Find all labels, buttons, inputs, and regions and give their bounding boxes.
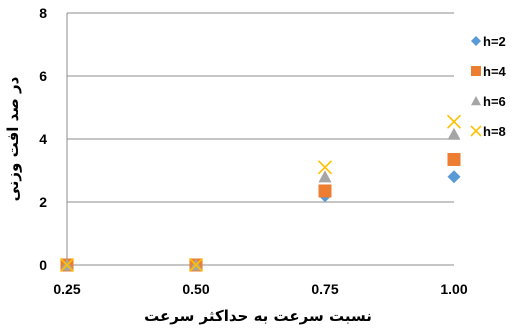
legend-label: h=8 [483,124,506,139]
legend-label: h=6 [483,94,506,109]
legend-marker-h=2 [471,36,481,46]
y-tick-label: 0 [39,257,47,273]
y-tick-label: 8 [39,5,47,21]
x-tick-label: 0.25 [53,281,80,297]
x-marker-stroke [188,257,204,273]
point-h=6-0.75 [318,170,332,183]
x-marker-stroke [59,257,75,273]
point-h=4-1 [447,152,461,166]
point-h=8-0.25 [59,257,75,273]
y-tick-label: 2 [39,194,47,210]
y-tick-label: 6 [39,68,47,84]
y-tick-labels: 0 2 4 6 8 [39,5,47,273]
x-axis-title: نسبت سرعت به حداکثر سرعت [144,307,372,325]
x-marker-stroke [446,114,462,129]
gridlines [67,12,454,203]
y-tick-label: 4 [39,131,47,147]
legend-marker-h=6 [471,96,481,106]
x-tick-label: 1.00 [440,281,467,297]
y-axis-title: در صد افت وزنی [4,76,22,201]
point-h=2-1 [447,170,461,184]
x-tick-label: 0.75 [311,281,338,297]
point-h=8-0.75 [317,160,333,175]
legend-marker-h=8 [470,125,482,137]
data-points [59,114,462,273]
point-h=6-1 [447,127,461,140]
point-h=4-0.75 [318,184,332,198]
legend-marker-h=4 [471,66,481,76]
axes [66,13,454,266]
x-tick-label: 0.50 [182,281,209,297]
point-h=8-0.5 [188,257,204,273]
x-tick-labels: 0.25 0.50 0.75 1.00 [53,281,467,297]
point-h=8-1 [446,114,462,129]
legend: h=2 h=4 h=6 h=8 [470,34,507,139]
x-marker-stroke [317,160,333,175]
x-marker-stroke [470,125,482,137]
legend-label: h=2 [483,34,506,49]
legend-label: h=4 [483,64,507,79]
